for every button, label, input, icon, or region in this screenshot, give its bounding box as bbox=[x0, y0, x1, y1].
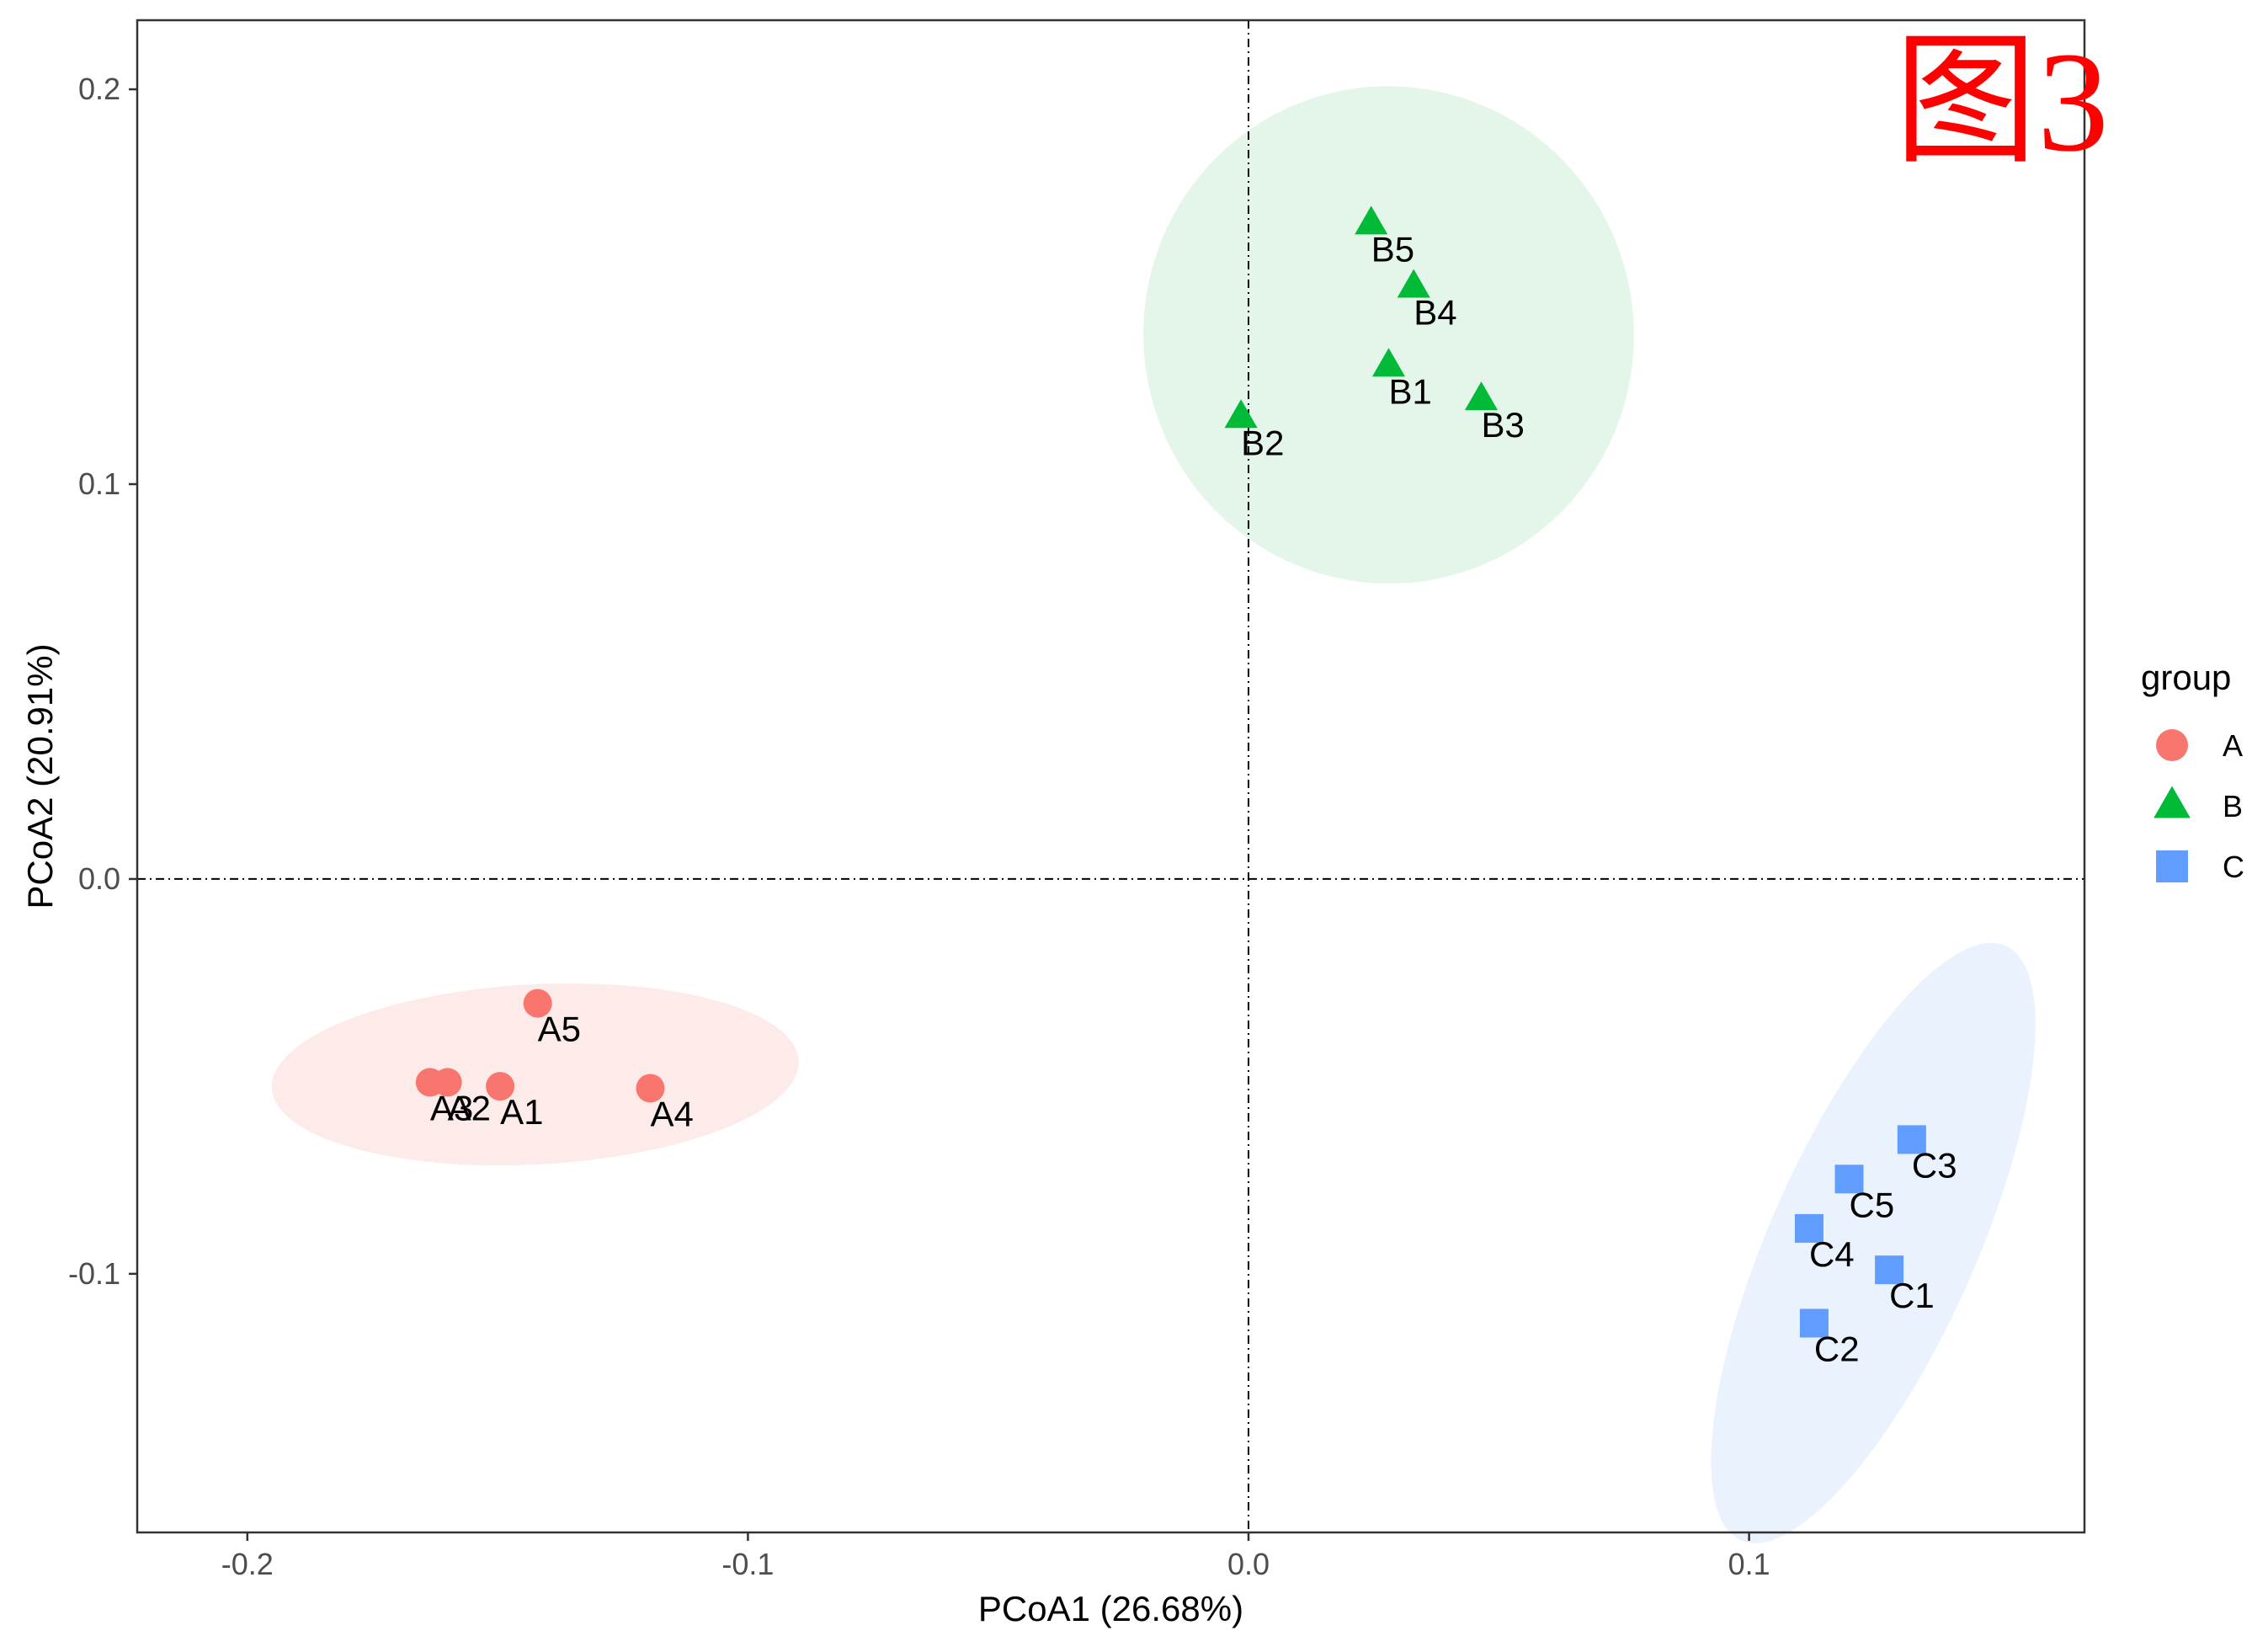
point-c5 bbox=[1834, 1164, 1864, 1194]
ellipses-layer bbox=[271, 86, 2036, 1543]
point-label-b3: B3 bbox=[1482, 405, 1525, 445]
point-label-c2: C2 bbox=[1814, 1329, 1860, 1368]
ellipse-group-a bbox=[271, 983, 799, 1166]
point-b1 bbox=[1371, 348, 1406, 377]
legend-label-b: B bbox=[2223, 789, 2243, 823]
point-b2 bbox=[1224, 399, 1258, 429]
point-b5 bbox=[1355, 205, 1388, 235]
point-label-a1: A1 bbox=[500, 1092, 543, 1132]
point-b3 bbox=[1464, 381, 1499, 411]
point-c3 bbox=[1897, 1125, 1926, 1154]
legend-key-a bbox=[2156, 729, 2188, 761]
point-label-a2: A2 bbox=[448, 1088, 491, 1127]
point-a1 bbox=[486, 1072, 515, 1101]
point-label-b5: B5 bbox=[1371, 229, 1414, 269]
point-b4 bbox=[1397, 269, 1430, 298]
point-label-a4: A4 bbox=[650, 1094, 693, 1133]
point-a4 bbox=[636, 1074, 665, 1103]
x-axis: -0.2 -0.1 0.0 0.1 bbox=[221, 1532, 1770, 1581]
reference-lines bbox=[137, 20, 2084, 1532]
point-label-b2: B2 bbox=[1241, 423, 1284, 462]
y-tick-label: 0.1 bbox=[78, 466, 120, 501]
point-c2 bbox=[1799, 1308, 1829, 1338]
panel-border bbox=[136, 19, 2086, 1534]
figure-tag: 图3 bbox=[1894, 23, 2109, 181]
ellipse-group-c bbox=[1711, 942, 2036, 1543]
point-label-c3: C3 bbox=[1912, 1145, 1957, 1185]
point-a3 bbox=[415, 1068, 445, 1097]
legend-key-c bbox=[2156, 850, 2188, 882]
y-axis-title: PCoA2 (20.91%) bbox=[20, 643, 60, 909]
x-tick-label: 0.1 bbox=[1728, 1547, 1770, 1581]
y-tick-label: -0.1 bbox=[68, 1256, 120, 1291]
x-tick-label: -0.1 bbox=[721, 1547, 774, 1581]
point-label-a5: A5 bbox=[538, 1010, 581, 1049]
x-axis-title: PCoA1 (26.68%) bbox=[978, 1589, 1243, 1628]
legend-title: group bbox=[2141, 658, 2231, 697]
point-label-b4: B4 bbox=[1414, 293, 1456, 333]
legend-label-c: C bbox=[2223, 850, 2244, 884]
ellipse-group-b bbox=[1143, 86, 1634, 584]
point-c1 bbox=[1875, 1255, 1904, 1285]
point-a5 bbox=[523, 989, 552, 1018]
legend-label-a: A bbox=[2223, 728, 2243, 763]
legend: group ABC bbox=[2141, 658, 2244, 884]
y-tick-label: 0.2 bbox=[78, 72, 120, 106]
legend-key-b bbox=[2154, 786, 2191, 818]
point-label-c4: C4 bbox=[1809, 1234, 1855, 1274]
points-layer bbox=[415, 205, 1926, 1338]
x-tick-label: -0.2 bbox=[221, 1547, 274, 1581]
point-label-b1: B1 bbox=[1389, 371, 1432, 411]
y-tick-label: 0.0 bbox=[78, 861, 120, 896]
y-axis: -0.1 0.0 0.1 0.2 bbox=[68, 72, 137, 1291]
x-tick-label: 0.0 bbox=[1227, 1547, 1270, 1581]
point-label-a3: A3 bbox=[430, 1088, 473, 1127]
point-label-c5: C5 bbox=[1850, 1185, 1895, 1224]
point-c4 bbox=[1794, 1213, 1823, 1243]
point-label-c1: C1 bbox=[1889, 1276, 1935, 1315]
